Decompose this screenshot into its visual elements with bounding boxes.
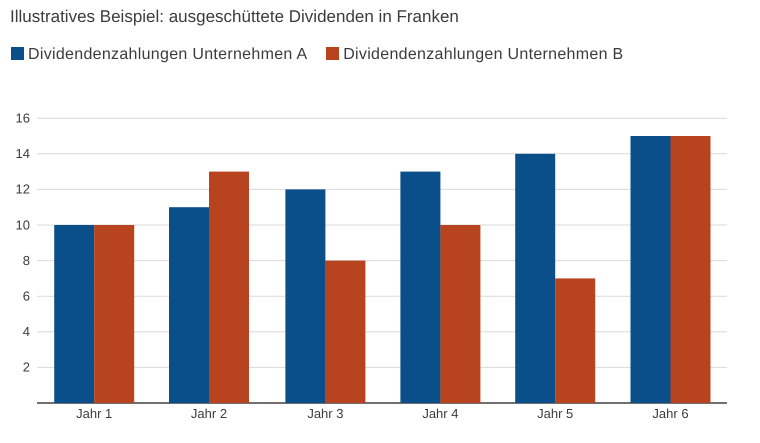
svg-text:10: 10	[16, 217, 30, 232]
svg-text:Jahr 1: Jahr 1	[76, 406, 112, 421]
svg-text:12: 12	[16, 182, 30, 197]
svg-text:Jahr 5: Jahr 5	[537, 406, 573, 421]
svg-text:Jahr 3: Jahr 3	[307, 406, 343, 421]
svg-text:Jahr 2: Jahr 2	[191, 406, 227, 421]
svg-text:6: 6	[23, 289, 30, 304]
svg-text:2: 2	[23, 360, 30, 375]
svg-text:16: 16	[16, 111, 30, 126]
svg-text:Jahr 4: Jahr 4	[422, 406, 458, 421]
svg-text:4: 4	[23, 324, 30, 339]
svg-text:8: 8	[23, 253, 30, 268]
svg-text:Jahr 6: Jahr 6	[652, 406, 688, 421]
svg-text:14: 14	[16, 146, 30, 161]
